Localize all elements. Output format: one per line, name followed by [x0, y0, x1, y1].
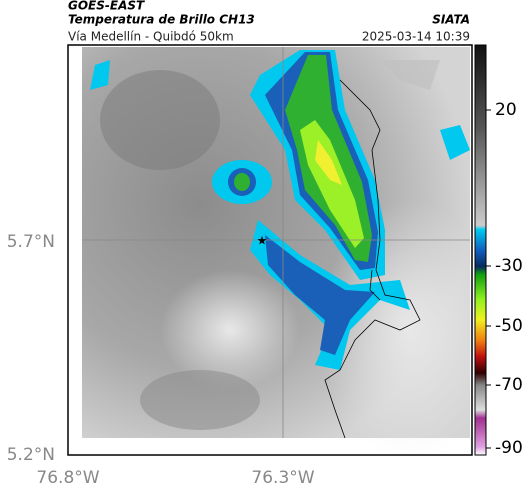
colorbar [474, 44, 487, 456]
source: GOES-EAST [68, 0, 145, 13]
lon-label: 76.3°W [251, 468, 314, 488]
lon-label: 76.8°W [36, 468, 99, 488]
location-marker: ★ [257, 234, 268, 248]
map-frame [67, 44, 473, 456]
colorbar-tick-label: -70 [495, 375, 523, 395]
colorbar-tick-label: -30 [495, 256, 523, 276]
timestamp: 2025-03-14 10:39 [362, 30, 470, 44]
colorbar-tick-label: -50 [495, 316, 523, 336]
title: Temperatura de Brillo CH13 [68, 13, 255, 27]
colorbar-tick-label: 20 [495, 100, 517, 120]
route: Vía Medellín - Quibdó 50km [68, 30, 234, 44]
lat-label: 5.7°N [7, 232, 55, 252]
lat-label: 5.2°N [7, 445, 55, 465]
colorbar-tick-label: -90 [495, 438, 523, 458]
satellite-image [82, 47, 500, 460]
coastlines [324, 79, 421, 439]
colorbar-ticks: 20 -30 -50 -70 -90 [486, 100, 523, 458]
brand: SIATA [432, 13, 470, 27]
